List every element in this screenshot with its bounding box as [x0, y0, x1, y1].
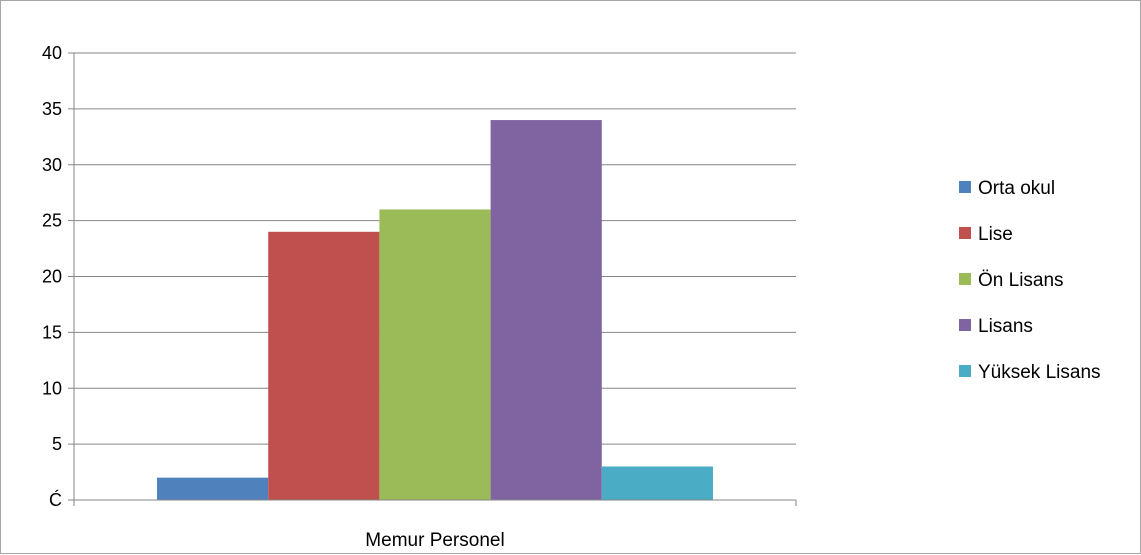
legend-label: Lisans	[978, 316, 1033, 337]
y-tick-label: 30	[42, 155, 62, 175]
legend: Orta okul Lise Ön Lisans Lisans Yüksek Lisan…	[959, 178, 1101, 383]
y-tick-label: 35	[42, 99, 62, 119]
y-tick-label: 20	[42, 267, 62, 287]
legend-swatch	[959, 365, 971, 377]
axes	[68, 52, 797, 506]
legend-label: Lise	[978, 224, 1013, 245]
y-tick-label: 15	[42, 322, 62, 342]
bar-ön-lisans	[379, 209, 491, 500]
category-labels: Memur Personel	[365, 530, 504, 551]
y-tick-label: 25	[42, 211, 62, 231]
legend-swatch	[959, 273, 971, 285]
legend-label: Yüksek Lisans	[978, 362, 1101, 383]
y-tick-labels: Ć 5 10 15 20 25 30 35 40	[42, 43, 62, 510]
legend-swatch	[959, 227, 971, 239]
y-tick-label: 5	[52, 434, 62, 454]
bars	[157, 120, 713, 501]
bar-lisans	[490, 120, 602, 501]
y-tick-label: Ć	[49, 489, 62, 510]
bar-orta-okul	[157, 477, 269, 500]
legend-swatch	[959, 181, 971, 193]
legend-label: Ön Lisans	[978, 270, 1064, 291]
y-tick-label: 40	[42, 43, 62, 63]
legend-swatch	[959, 319, 971, 331]
y-tick-label: 10	[42, 378, 62, 398]
bar-yüksek-lisans	[601, 466, 713, 500]
bar-lise	[268, 231, 380, 501]
x-category-label: Memur Personel	[365, 530, 504, 551]
legend-label: Orta okul	[978, 178, 1055, 199]
